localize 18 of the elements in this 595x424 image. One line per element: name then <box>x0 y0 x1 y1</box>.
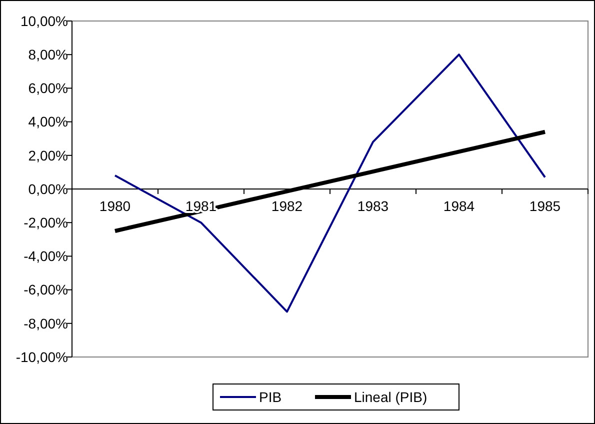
y-tick-label: 4,00% <box>28 114 68 130</box>
y-tick-label: 10,00% <box>20 12 68 29</box>
x-tick-label: 1984 <box>443 198 475 214</box>
y-tick-label: -2,00% <box>24 214 68 230</box>
y-tick-label: -10,00% <box>16 348 68 365</box>
y-tick-label: 8,00% <box>28 46 68 62</box>
x-tick-label: 1982 <box>271 198 303 214</box>
y-tick-label: -8,00% <box>24 315 68 332</box>
legend-label: PIB <box>259 388 282 405</box>
y-tick-label: 0,00% <box>28 180 68 197</box>
y-tick-label: -4,00% <box>24 248 68 264</box>
y-tick-label: -6,00% <box>24 282 68 298</box>
x-tick-label: 1985 <box>529 198 561 214</box>
y-tick-label: 2,00% <box>28 147 68 164</box>
x-tick-label: 1980 <box>99 198 131 214</box>
legend-label: Lineal (PIB) <box>354 388 428 405</box>
x-tick-label: 1983 <box>357 198 389 214</box>
y-tick-label: 6,00% <box>28 80 68 96</box>
